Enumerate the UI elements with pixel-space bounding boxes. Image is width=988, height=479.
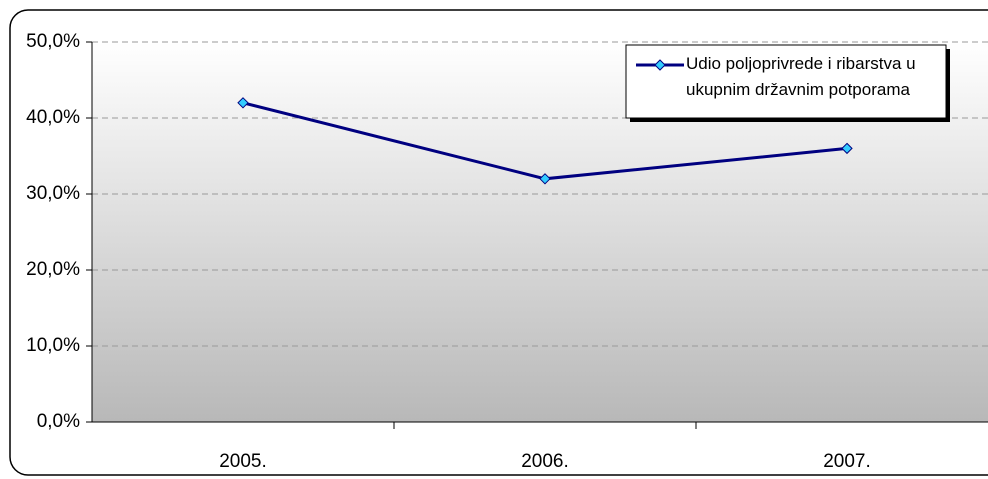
data-point xyxy=(841,142,853,155)
y-tick-label: 40,0% xyxy=(26,107,80,128)
legend-marker xyxy=(654,59,666,71)
legend xyxy=(625,44,947,119)
x-tick-label: 2005. xyxy=(219,451,267,472)
data-point xyxy=(539,173,551,185)
x-tick-label: 2007. xyxy=(823,451,871,472)
x-tick-label: 2006. xyxy=(521,451,569,472)
legend-label-box: Udio poljoprivrede i ribarstva u ukupnim… xyxy=(686,54,916,99)
data-point xyxy=(237,97,249,109)
y-tick-label: 0,0% xyxy=(37,411,80,432)
legend-label: Udio poljoprivrede i ribarstva u ukupnim… xyxy=(686,54,916,99)
y-tick-label: 20,0% xyxy=(26,259,80,280)
y-tick-label: 10,0% xyxy=(26,335,80,356)
y-tick-label: 50,0% xyxy=(26,31,80,52)
y-tick-label: 30,0% xyxy=(26,183,80,204)
